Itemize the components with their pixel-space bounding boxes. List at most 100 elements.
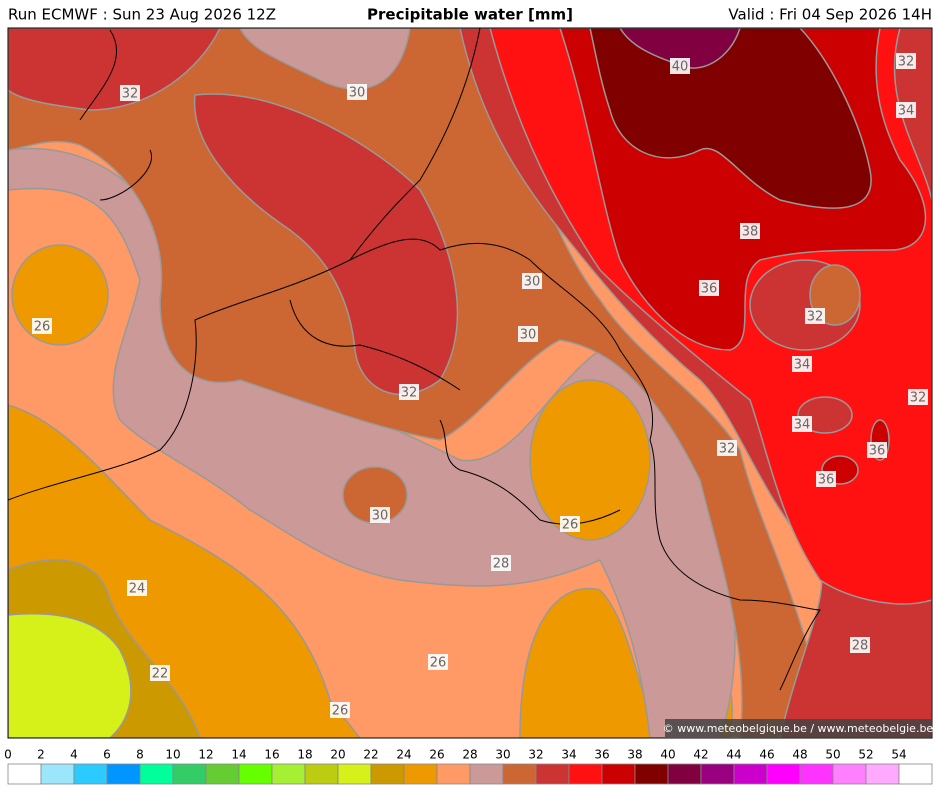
contour-label-box — [518, 326, 538, 342]
colorbar-tick-label: 4 — [70, 748, 78, 762]
run-info: Run ECMWF : Sun 23 Aug 2026 12Z — [8, 6, 276, 24]
contour-label-box — [792, 416, 812, 432]
contour-label: 26 — [430, 656, 447, 671]
contour-label: 26 — [34, 320, 51, 335]
contour-label-box — [32, 318, 52, 334]
credit-box — [665, 719, 931, 737]
colorbar-tick-label: 28 — [462, 748, 477, 762]
contour-label: 26 — [332, 704, 349, 719]
map-frame — [7, 27, 933, 739]
colorbar-tick-label: 10 — [165, 748, 180, 762]
colorbar-swatch — [238, 763, 273, 785]
colorbar-swatch — [601, 763, 636, 785]
colorbar-swatch — [634, 763, 669, 785]
contour-label: 36 — [701, 282, 718, 297]
colorbar-swatch — [733, 763, 768, 785]
contour-label: 30 — [520, 328, 537, 343]
contour-label: 30 — [349, 86, 366, 101]
country-border — [289, 28, 621, 525]
contour-label: 34 — [898, 104, 915, 119]
contour-label-box — [896, 102, 916, 118]
contour-band — [11, 244, 109, 346]
contour-label-box — [330, 702, 350, 718]
colorbar-tick-label: 2 — [37, 748, 45, 762]
colorbar-tick-label: 16 — [264, 748, 279, 762]
contour-label: 32 — [910, 391, 927, 406]
colorbar-swatch — [469, 763, 504, 785]
credit: © www.meteobelgique.be / www.meteobelgie… — [663, 722, 934, 735]
colorbar: 0 2 4 6 8 10 12 14 16 18 20 22 24 26 28 30 32 34 36 38 40 42 4… — [4, 748, 933, 785]
colorbar-tick-label: 6 — [103, 748, 111, 762]
colorbar-tick-label: 52 — [858, 748, 873, 762]
title: Precipitable water [mm] — [367, 6, 573, 24]
colorbar-swatch — [502, 763, 537, 785]
colorbar-swatch — [106, 763, 141, 785]
contour-label: 34 — [794, 418, 811, 433]
colorbar-swatch — [832, 763, 867, 785]
map — [8, 28, 932, 738]
contour-label-box — [399, 384, 419, 400]
contour-label-box — [792, 356, 812, 372]
colorbar-tick-label: 18 — [297, 748, 312, 762]
colorbar-tick-label: 0 — [4, 748, 12, 762]
colorbar-tick-label: 24 — [396, 748, 411, 762]
colorbar-tick-label: 22 — [363, 748, 378, 762]
contour-label-box — [347, 84, 367, 100]
colorbar-swatch — [73, 763, 108, 785]
colorbar-swatch — [535, 763, 570, 785]
contour-labels: 32 30 40 32 34 38 30 36 32 30 34 26 32 32 34 32 36 36 30 26… — [32, 53, 928, 719]
contour-label: 36 — [818, 473, 835, 488]
contour-label-box — [908, 389, 928, 405]
contour-label-box — [740, 223, 760, 239]
contour-label: 28 — [493, 557, 510, 572]
colorbar-swatch — [403, 763, 438, 785]
contour-label: 22 — [152, 667, 169, 682]
contour-label: 32 — [898, 55, 915, 70]
contour-label: 34 — [794, 358, 811, 373]
contour-band — [8, 613, 132, 738]
colorbar-tick-label: 12 — [198, 748, 213, 762]
contour-label: 32 — [401, 386, 418, 401]
contour-label-box — [120, 85, 140, 101]
colorbar-swatch — [205, 763, 240, 785]
colorbar-tick-label: 40 — [660, 748, 675, 762]
colorbar-swatch — [370, 763, 405, 785]
colorbar-swatch — [799, 763, 834, 785]
colorbar-tick-label: 44 — [726, 748, 741, 762]
contour-label: 26 — [562, 518, 579, 533]
contour-label: 24 — [129, 582, 146, 597]
contour-label: 38 — [742, 225, 759, 240]
colorbar-swatch — [766, 763, 801, 785]
contour-label-box — [670, 58, 690, 74]
colorbar-tick-label: 48 — [792, 748, 807, 762]
contour-label-box — [816, 471, 836, 487]
colorbar-swatch — [700, 763, 735, 785]
contour-label-box — [717, 440, 737, 456]
contour-label: 32 — [122, 87, 139, 102]
country-border — [8, 29, 821, 691]
colorbar-swatch — [436, 763, 471, 785]
contour-band — [529, 379, 651, 541]
contour-label-box — [867, 442, 887, 458]
colorbar-swatch — [139, 763, 174, 785]
colorbar-tick-label: 46 — [759, 748, 774, 762]
contour-label: 32 — [719, 442, 736, 457]
contour-band — [239, 28, 411, 91]
colorbar-tick-label: 36 — [594, 748, 609, 762]
contour-band — [589, 28, 872, 209]
contour-band — [8, 28, 221, 111]
colorbar-swatch — [337, 763, 372, 785]
valid-info: Valid : Fri 04 Sep 2026 14H — [728, 6, 932, 24]
colorbar-tick-label: 14 — [231, 748, 246, 762]
colorbar-tick-label: 42 — [693, 748, 708, 762]
contour-label-box — [522, 273, 542, 289]
colorbar-tick-label: 20 — [330, 748, 345, 762]
contour-label-box — [896, 53, 916, 69]
colorbar-tick-label: 54 — [891, 748, 906, 762]
contour-label-box — [850, 637, 870, 653]
colorbar-tick-label: 32 — [528, 748, 543, 762]
colorbar-swatch — [40, 763, 75, 785]
contour-label-box — [805, 308, 825, 324]
contour-label: 30 — [524, 275, 541, 290]
contour-label-box — [560, 516, 580, 532]
